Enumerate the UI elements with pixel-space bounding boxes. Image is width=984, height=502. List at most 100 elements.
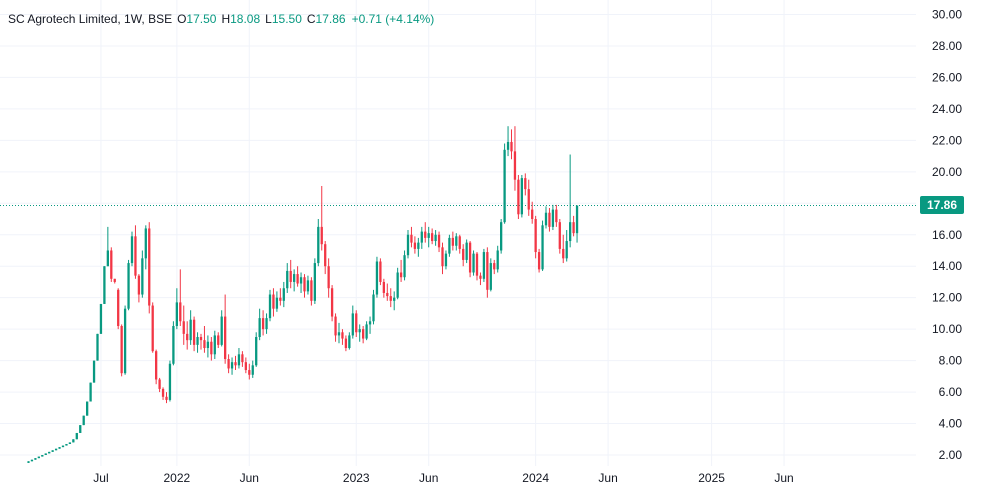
candle bbox=[517, 174, 520, 220]
candle bbox=[172, 321, 175, 366]
candle bbox=[562, 234, 565, 264]
candle bbox=[406, 230, 410, 259]
candle-body bbox=[500, 222, 503, 251]
candle bbox=[117, 288, 120, 330]
candle-body bbox=[479, 275, 482, 279]
candle bbox=[265, 313, 268, 334]
candle bbox=[68, 442, 72, 444]
candle-body bbox=[441, 247, 444, 267]
candle-body bbox=[431, 233, 434, 242]
candle bbox=[65, 443, 68, 446]
candle bbox=[513, 126, 517, 191]
candle-body bbox=[555, 209, 558, 223]
candle-body bbox=[386, 292, 389, 297]
candle bbox=[161, 387, 165, 400]
candle bbox=[237, 348, 241, 369]
candle bbox=[462, 244, 465, 267]
y-tick-label: 4.00 bbox=[939, 417, 963, 431]
candle bbox=[396, 267, 399, 300]
candle bbox=[206, 335, 210, 358]
candle bbox=[120, 324, 123, 377]
candle bbox=[82, 415, 85, 426]
candle-body bbox=[151, 305, 154, 352]
open-label: O bbox=[177, 12, 187, 26]
candle bbox=[192, 316, 196, 352]
candle bbox=[92, 360, 96, 383]
y-tick-label: 10.00 bbox=[932, 322, 962, 336]
candle-body bbox=[220, 316, 223, 345]
candle-body bbox=[258, 318, 261, 338]
y-tick-label: 24.00 bbox=[932, 102, 962, 116]
candle bbox=[75, 432, 78, 440]
candle bbox=[48, 451, 51, 454]
change-value: +0.71 (+4.14%) bbox=[351, 12, 435, 26]
candle-body bbox=[99, 303, 103, 334]
candle bbox=[282, 281, 285, 308]
candle bbox=[503, 143, 506, 224]
candle bbox=[475, 252, 479, 281]
candle bbox=[482, 248, 486, 282]
candle-body bbox=[465, 242, 468, 260]
candle-body bbox=[227, 359, 230, 369]
candle bbox=[537, 248, 541, 273]
candle-body bbox=[544, 212, 548, 226]
candle bbox=[324, 241, 327, 275]
candle-body bbox=[30, 459, 34, 462]
candle-body bbox=[396, 272, 399, 298]
candle-body bbox=[51, 450, 54, 452]
candle bbox=[230, 357, 234, 375]
candle-body bbox=[489, 263, 492, 290]
candle bbox=[175, 288, 178, 330]
candle bbox=[500, 219, 503, 254]
candle bbox=[103, 266, 106, 304]
candle bbox=[44, 453, 47, 455]
candle bbox=[99, 303, 103, 334]
candle bbox=[30, 459, 34, 462]
high-value: 18.08 bbox=[230, 12, 261, 26]
candle-body bbox=[155, 351, 158, 380]
candle-body bbox=[503, 149, 506, 223]
candle-body bbox=[448, 237, 451, 254]
candle-body bbox=[351, 313, 354, 336]
candle-body bbox=[175, 302, 178, 326]
candle-body bbox=[562, 248, 565, 259]
candle bbox=[544, 206, 548, 229]
candle-body bbox=[89, 382, 92, 402]
candle-body bbox=[117, 289, 120, 326]
candle-body bbox=[282, 288, 285, 301]
candle bbox=[37, 456, 40, 459]
candle bbox=[362, 325, 365, 344]
candle-body bbox=[213, 335, 216, 355]
candle bbox=[51, 450, 54, 452]
candle-body bbox=[327, 266, 330, 289]
candle bbox=[113, 278, 116, 284]
candle-body bbox=[482, 252, 486, 279]
candle-body bbox=[403, 255, 406, 278]
x-tick-label: 2024 bbox=[522, 471, 549, 485]
candle-body bbox=[148, 228, 151, 306]
candle bbox=[182, 305, 185, 345]
candle bbox=[130, 231, 134, 267]
candle-body bbox=[355, 313, 358, 333]
candle bbox=[520, 174, 523, 218]
candle bbox=[569, 154, 572, 248]
candle-body bbox=[451, 237, 454, 246]
candle bbox=[372, 289, 375, 325]
x-tick-label: Jun bbox=[774, 471, 793, 485]
candle bbox=[299, 272, 303, 293]
y-tick-label: 16.00 bbox=[932, 228, 962, 242]
candle bbox=[541, 220, 544, 271]
candle-body bbox=[420, 231, 423, 243]
candle bbox=[286, 263, 289, 293]
candle-body bbox=[79, 425, 82, 433]
candle bbox=[244, 357, 247, 374]
price-axis[interactable]: 2.004.006.008.0010.0012.0014.0016.0018.0… bbox=[932, 8, 962, 463]
candle bbox=[417, 237, 420, 257]
candle bbox=[151, 302, 154, 353]
candle-body bbox=[110, 250, 113, 279]
candle bbox=[441, 242, 444, 275]
candle bbox=[54, 448, 58, 451]
candle bbox=[489, 258, 492, 292]
time-axis[interactable]: Jul 2022 Jun 2023 Jun 2024 Jun 2025 Jun bbox=[93, 471, 793, 485]
